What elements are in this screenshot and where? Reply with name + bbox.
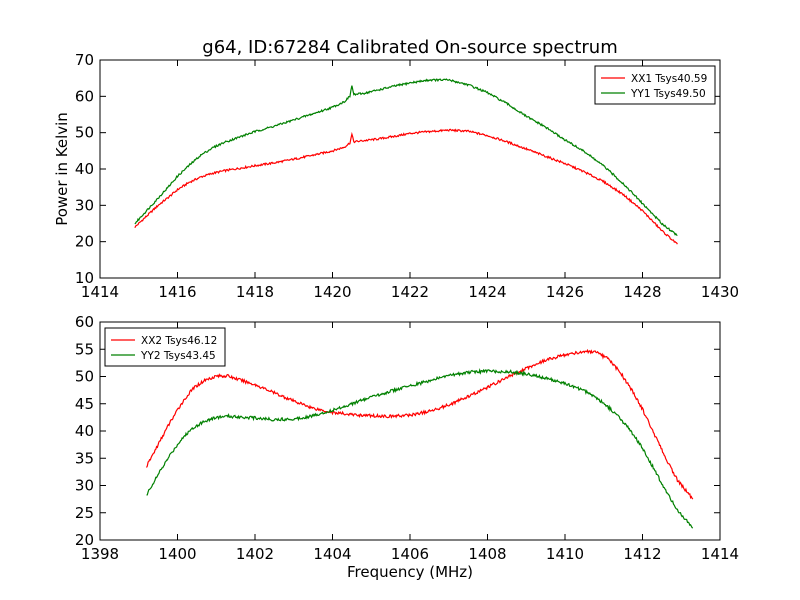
top-y-tick-label: 40: [75, 160, 94, 178]
bottom-series-line-1: [145, 348, 694, 500]
top-x-tick-label: 1420: [313, 283, 351, 301]
top-y-tick-label: 30: [75, 196, 94, 214]
bottom-x-tick-label: 1414: [701, 545, 739, 563]
bottom-y-tick-label: 30: [75, 477, 94, 495]
bottom-y-tick-label: 35: [75, 449, 94, 467]
top-y-tick-label: 10: [75, 269, 94, 287]
bottom-y-tick-label: 25: [75, 504, 94, 522]
top-series-line-1: [134, 128, 678, 245]
top-x-tick-label: 1418: [236, 283, 274, 301]
top-x-tick-label: 1422: [391, 283, 429, 301]
top-x-tick-label: 1424: [468, 283, 506, 301]
bottom-y-tick-label: 20: [75, 531, 94, 549]
bottom-y-tick-label: 45: [75, 395, 94, 413]
bottom-y-tick-label: 40: [75, 422, 94, 440]
bottom-x-tick-label: 1404: [313, 545, 351, 563]
top-y-tick-label: 60: [75, 87, 94, 105]
top-panel: 1414 1416 1418 1420 1422 1424 1426 1428 1430 10 20…: [75, 51, 739, 301]
top-x-tick-label: 1416: [158, 283, 196, 301]
top-x-tick-label: 1414: [81, 283, 119, 301]
bottom-y-tick-label: 60: [75, 313, 94, 331]
bottom-x-tick-label: 1400: [158, 545, 196, 563]
bottom-x-tick-label: 1410: [546, 545, 584, 563]
bottom-legend-box: [104, 327, 226, 367]
bottom-x-tick-label: 1412: [623, 545, 661, 563]
top-series-line-2: [134, 78, 678, 237]
bottom-legend: XX2 Tsys46.12 YY2 Tsys43.45: [104, 327, 226, 367]
top-y-tick-label: 70: [75, 51, 94, 69]
bottom-y-tick-label: 50: [75, 368, 94, 386]
chart-title: g64, ID:67284 Calibrated On-source spect…: [202, 37, 617, 58]
bottom-x-tick-label: 1406: [391, 545, 429, 563]
y-axis-label: Power in Kelvin: [53, 112, 71, 226]
bottom-y-tick-label: 55: [75, 340, 94, 358]
top-x-tick-label: 1428: [623, 283, 661, 301]
top-legend-box: [594, 65, 716, 105]
top-x-tick-label: 1426: [546, 283, 584, 301]
top-legend: XX1 Tsys40.59 YY1 Tsys49.50: [594, 65, 716, 105]
bottom-x-tick-label: 1402: [236, 545, 274, 563]
top-x-tick-label: 1430: [701, 283, 739, 301]
bottom-panel: 1398 1400 1402 1404 1406 1408 1410 1412 1414 20 25…: [75, 313, 739, 563]
x-axis-label: Frequency (MHz): [347, 563, 473, 581]
top-y-tick-label: 50: [75, 124, 94, 142]
top-legend-entry-2: YY1 Tsys49.50: [630, 88, 706, 100]
bottom-x-tick-label: 1398: [81, 545, 119, 563]
top-y-tick-label: 20: [75, 233, 94, 251]
bottom-legend-entry-1: XX2 Tsys46.12: [141, 335, 217, 347]
bottom-series-line-2: [146, 367, 694, 529]
top-legend-entry-1: XX1 Tsys40.59: [631, 73, 707, 85]
bottom-legend-entry-2: YY2 Tsys43.45: [140, 350, 216, 362]
bottom-x-tick-label: 1408: [468, 545, 506, 563]
